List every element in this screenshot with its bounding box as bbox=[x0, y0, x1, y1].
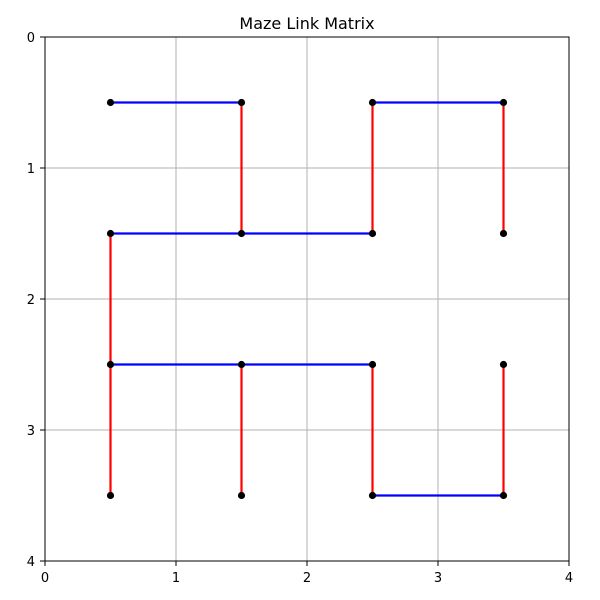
nodes bbox=[106, 98, 508, 500]
y-axis-ticks: 0 1 2 3 4 bbox=[27, 31, 45, 570]
maze-node bbox=[368, 360, 377, 369]
y-tick-label: 1 bbox=[27, 162, 35, 177]
y-tick-label: 3 bbox=[27, 424, 35, 439]
maze-node bbox=[237, 229, 246, 238]
y-tick-label: 4 bbox=[27, 555, 35, 570]
maze-node bbox=[368, 491, 377, 500]
maze-node bbox=[499, 229, 508, 238]
maze-node bbox=[237, 360, 246, 369]
maze-node bbox=[368, 98, 377, 107]
maze-node bbox=[106, 98, 115, 107]
maze-node bbox=[237, 491, 246, 500]
maze-node bbox=[106, 360, 115, 369]
maze-node bbox=[499, 491, 508, 500]
maze-node bbox=[368, 229, 377, 238]
y-tick-label: 2 bbox=[27, 293, 35, 308]
x-tick-label: 2 bbox=[303, 571, 311, 586]
maze-node bbox=[106, 491, 115, 500]
grid bbox=[44, 36, 570, 562]
maze-node bbox=[499, 360, 508, 369]
maze-node bbox=[237, 98, 246, 107]
x-tick-label: 4 bbox=[565, 571, 573, 586]
x-axis-ticks: 0 1 2 3 4 bbox=[41, 561, 573, 586]
x-tick-label: 3 bbox=[434, 571, 442, 586]
maze-node bbox=[499, 98, 508, 107]
x-tick-label: 0 bbox=[41, 571, 49, 586]
maze-node bbox=[106, 229, 115, 238]
y-tick-label: 0 bbox=[27, 31, 35, 46]
x-tick-label: 1 bbox=[172, 571, 180, 586]
chart-title: Maze Link Matrix bbox=[239, 14, 374, 33]
